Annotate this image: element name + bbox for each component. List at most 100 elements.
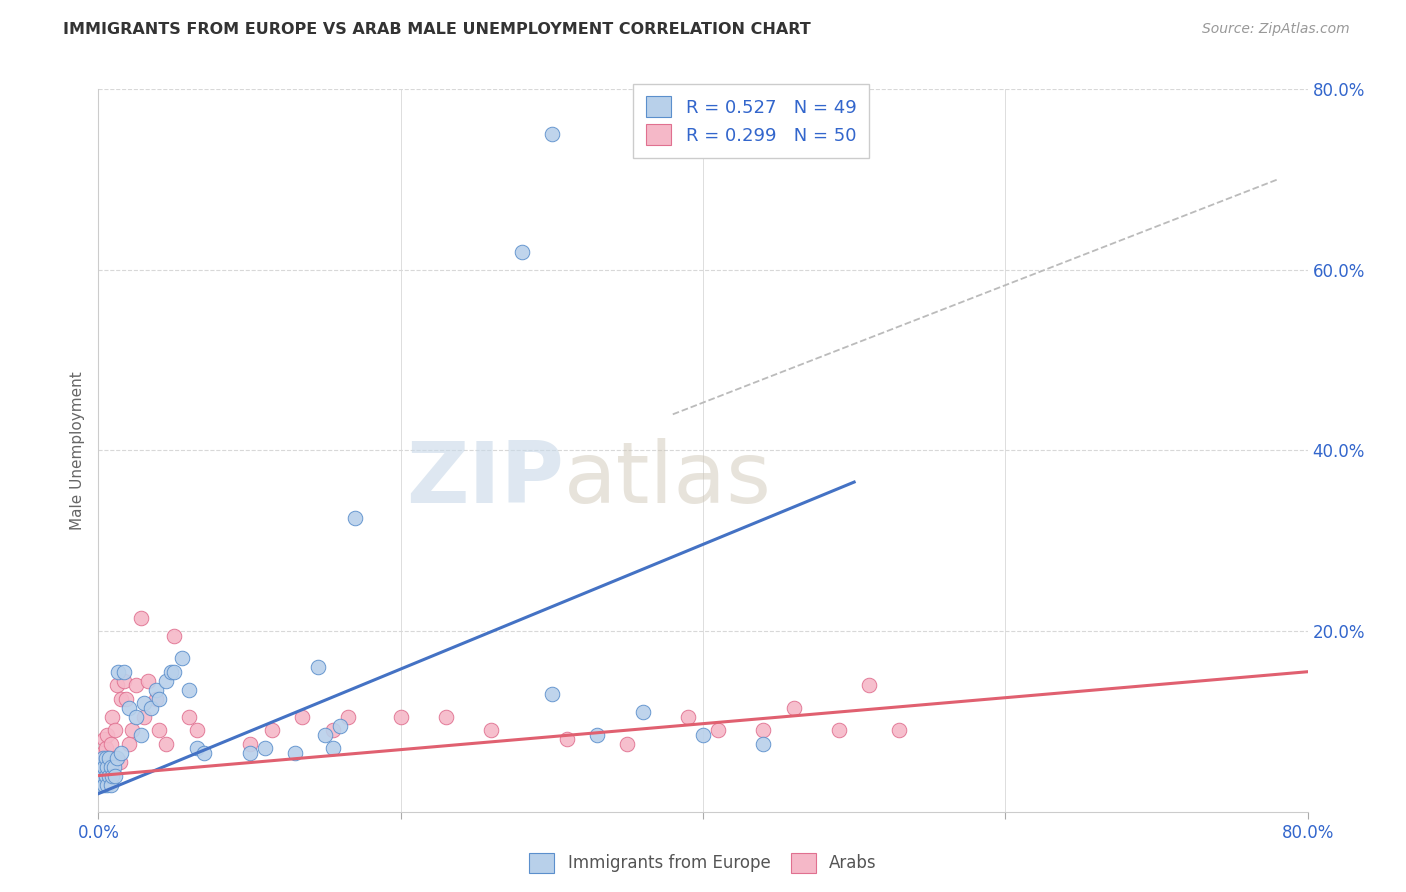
- Point: [93, 759, 115, 773]
- Point: [90, 759, 112, 773]
- Point: [112, 673, 135, 688]
- Point: [163, 665, 186, 679]
- Point: [336, 710, 359, 724]
- Point: [828, 723, 851, 738]
- Point: [322, 741, 344, 756]
- Point: [93, 778, 115, 792]
- Point: [148, 723, 170, 738]
- Point: [100, 737, 122, 751]
- Point: [676, 710, 699, 724]
- Point: [145, 691, 167, 706]
- Point: [783, 701, 806, 715]
- Point: [121, 723, 143, 738]
- Point: [616, 737, 638, 751]
- Point: [170, 651, 193, 665]
- Point: [100, 764, 122, 778]
- Point: [155, 673, 177, 688]
- Point: [105, 750, 128, 764]
- Point: [94, 741, 117, 756]
- Point: [100, 759, 122, 773]
- Point: [110, 746, 132, 760]
- Point: [104, 723, 127, 738]
- Point: [586, 728, 609, 742]
- Point: [90, 778, 112, 792]
- Point: [284, 746, 307, 760]
- Point: [262, 723, 284, 738]
- Point: [91, 769, 114, 783]
- Point: [100, 778, 122, 792]
- Point: [108, 755, 131, 769]
- Point: [239, 737, 262, 751]
- Point: [90, 769, 112, 783]
- Point: [91, 769, 114, 783]
- Point: [125, 678, 148, 692]
- Point: [889, 723, 911, 738]
- Point: [107, 665, 129, 679]
- Point: [105, 678, 128, 692]
- Text: ZIP: ZIP: [406, 438, 564, 521]
- Point: [103, 755, 125, 769]
- Point: [179, 682, 201, 697]
- Point: [148, 691, 170, 706]
- Point: [253, 741, 276, 756]
- Point: [91, 750, 114, 764]
- Text: atlas: atlas: [564, 438, 772, 521]
- Point: [481, 723, 503, 738]
- Legend: R = 0.527   N = 49, R = 0.299   N = 50: R = 0.527 N = 49, R = 0.299 N = 50: [634, 84, 869, 158]
- Point: [101, 710, 124, 724]
- Point: [132, 710, 155, 724]
- Point: [98, 769, 121, 783]
- Point: [112, 665, 135, 679]
- Point: [96, 759, 118, 773]
- Point: [94, 750, 117, 764]
- Point: [692, 728, 714, 742]
- Point: [389, 710, 412, 724]
- Point: [163, 629, 186, 643]
- Point: [93, 732, 115, 747]
- Point: [155, 737, 177, 751]
- Point: [752, 737, 775, 751]
- Point: [104, 769, 127, 783]
- Point: [103, 759, 125, 773]
- Point: [96, 778, 118, 792]
- Point: [510, 244, 533, 259]
- Point: [89, 769, 111, 783]
- Point: [114, 691, 136, 706]
- Point: [322, 723, 344, 738]
- Point: [96, 769, 118, 783]
- Point: [94, 769, 117, 783]
- Point: [631, 706, 654, 720]
- Point: [186, 723, 208, 738]
- Point: [98, 750, 121, 764]
- Point: [291, 710, 314, 724]
- Point: [858, 678, 880, 692]
- Y-axis label: Male Unemployment: Male Unemployment: [69, 371, 84, 530]
- Point: [90, 750, 112, 764]
- Point: [186, 741, 208, 756]
- Point: [307, 660, 329, 674]
- Point: [101, 769, 124, 783]
- Point: [329, 719, 352, 733]
- Point: [707, 723, 730, 738]
- Point: [125, 710, 148, 724]
- Point: [434, 710, 457, 724]
- Point: [344, 511, 367, 525]
- Point: [239, 746, 262, 760]
- Point: [98, 755, 121, 769]
- Point: [91, 746, 114, 760]
- Point: [145, 682, 167, 697]
- Point: [93, 759, 115, 773]
- Point: [129, 728, 152, 742]
- Point: [314, 728, 336, 742]
- Point: [96, 728, 118, 742]
- Point: [160, 665, 183, 679]
- Point: [110, 691, 132, 706]
- Point: [193, 746, 215, 760]
- Text: IMMIGRANTS FROM EUROPE VS ARAB MALE UNEMPLOYMENT CORRELATION CHART: IMMIGRANTS FROM EUROPE VS ARAB MALE UNEM…: [63, 22, 811, 37]
- Point: [555, 732, 578, 747]
- Point: [118, 701, 141, 715]
- Legend: Immigrants from Europe, Arabs: Immigrants from Europe, Arabs: [523, 847, 883, 880]
- Point: [540, 687, 562, 701]
- Point: [540, 128, 562, 142]
- Text: Source: ZipAtlas.com: Source: ZipAtlas.com: [1202, 22, 1350, 37]
